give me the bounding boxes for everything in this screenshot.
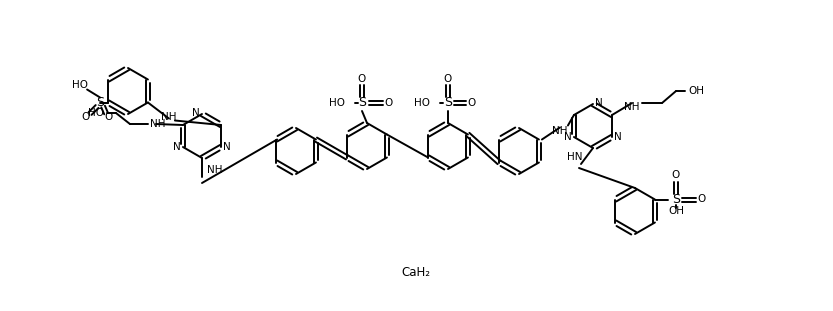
Text: S: S	[444, 96, 452, 109]
Text: NH: NH	[207, 165, 222, 175]
Text: S: S	[672, 193, 680, 206]
Text: O: O	[104, 113, 112, 123]
Text: O: O	[698, 194, 706, 205]
Text: O: O	[468, 98, 476, 108]
Text: CaH₂: CaH₂	[402, 267, 431, 280]
Text: HO: HO	[414, 98, 430, 108]
Text: O: O	[385, 98, 393, 108]
Text: N: N	[614, 132, 621, 142]
Text: HO: HO	[72, 80, 88, 90]
Text: NH: NH	[624, 102, 640, 112]
Text: NH: NH	[552, 127, 567, 137]
Text: N: N	[595, 98, 603, 108]
Text: O: O	[671, 170, 680, 180]
Text: HO: HO	[329, 98, 345, 108]
Text: N: N	[223, 142, 231, 152]
Text: HN: HN	[567, 152, 583, 162]
Text: O: O	[81, 113, 89, 123]
Text: N: N	[564, 132, 572, 142]
Text: N: N	[173, 142, 181, 152]
Text: O: O	[358, 74, 367, 84]
Text: NH: NH	[151, 119, 166, 129]
Text: S: S	[358, 96, 366, 109]
Text: NH: NH	[161, 113, 177, 123]
Text: OH: OH	[668, 206, 684, 216]
Text: S: S	[96, 96, 104, 109]
Text: OH: OH	[688, 86, 704, 96]
Text: O: O	[444, 74, 452, 84]
Text: N: N	[192, 108, 200, 118]
Text: HO: HO	[88, 108, 104, 118]
